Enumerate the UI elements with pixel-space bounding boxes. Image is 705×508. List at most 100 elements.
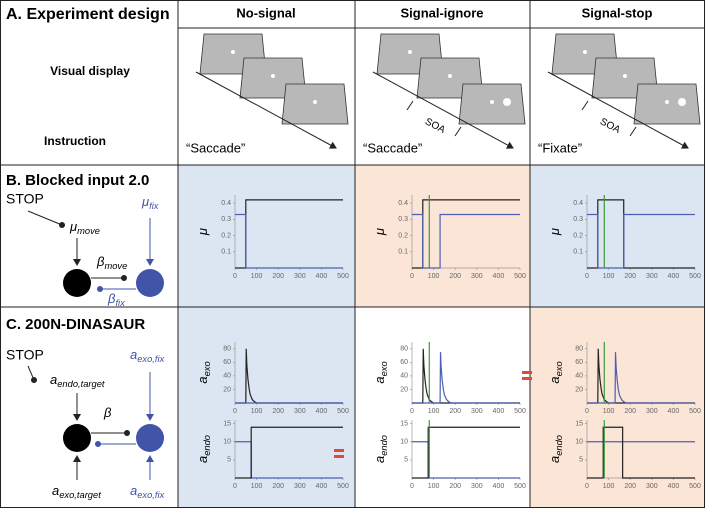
label-base: a	[372, 456, 387, 463]
y-tick-label: 20	[400, 386, 408, 393]
y-tick-label: 0.4	[573, 200, 583, 207]
x-tick-label: 300	[646, 408, 658, 415]
x-tick-label: 500	[689, 483, 701, 490]
y-tick-label: 0.2	[221, 232, 231, 239]
series-line	[235, 348, 343, 404]
y-axis-label: aexo	[547, 361, 564, 383]
beta-move-label: βmove	[96, 254, 127, 271]
y-tick-label: 0.4	[398, 200, 408, 207]
x-tick-label: 300	[646, 273, 658, 280]
stop-label: STOP	[6, 191, 44, 207]
soa-tick	[454, 126, 462, 137]
x-tick-label: 200	[449, 483, 461, 490]
y-tick-label: 10	[575, 439, 583, 446]
x-tick-label: 500	[337, 408, 349, 415]
label-base: μ	[195, 228, 210, 236]
y-tick-label: 80	[400, 346, 408, 353]
x-tick-label: 100	[251, 483, 263, 490]
bg-orange	[530, 307, 705, 508]
fixation-dot	[583, 50, 587, 54]
y-tick-label: 10	[400, 439, 408, 446]
a-exo-fix-label: aexo,fix	[130, 483, 165, 500]
x-tick-label: 200	[272, 408, 284, 415]
y-axis-label: aexo	[372, 361, 389, 383]
y-tick-label: 0.2	[573, 232, 583, 239]
y-tick-label: 0.1	[573, 249, 583, 256]
label-sub: endo,target	[57, 379, 105, 389]
x-tick-label: 200	[272, 483, 284, 490]
x-tick-label: 300	[646, 483, 658, 490]
fixation-dot	[408, 50, 412, 54]
label-sub: exo	[554, 361, 564, 376]
label-base: β	[107, 291, 116, 306]
x-tick-label: 0	[233, 483, 237, 490]
x-tick-label: 500	[337, 273, 349, 280]
x-tick-label: 0	[233, 273, 237, 280]
y-tick-label: 60	[575, 359, 583, 366]
column-header: Signal-ignore	[400, 5, 483, 20]
y-tick-label: 10	[223, 439, 231, 446]
y-axis-label: aendo	[372, 435, 389, 463]
label-base: a	[130, 347, 137, 362]
x-tick-label: 100	[603, 408, 615, 415]
series-line	[412, 213, 520, 269]
equal-markers	[334, 371, 532, 458]
y-tick-label: 20	[575, 386, 583, 393]
bg-orange	[355, 165, 530, 307]
label-sub: endo	[554, 435, 564, 456]
x-tick-label: 0	[410, 483, 414, 490]
y-tick-label: 40	[575, 373, 583, 380]
series-line	[587, 213, 695, 269]
x-tick-label: 100	[251, 408, 263, 415]
bg-blue	[530, 165, 705, 307]
y-tick-label: 0.1	[398, 249, 408, 256]
label-sub: fix	[149, 201, 159, 211]
column-header: No-signal	[236, 5, 295, 20]
label-sub: endo	[202, 435, 212, 456]
label-sub: move	[104, 261, 127, 271]
label-sub: exo,fix	[137, 354, 164, 364]
series-line	[235, 426, 343, 479]
y-tick-label: 80	[575, 346, 583, 353]
x-tick-label: 500	[337, 483, 349, 490]
beta-fix-label: βfix	[107, 291, 125, 308]
y-tick-label: 0.4	[221, 200, 231, 207]
mu-move-label: μmove	[69, 219, 100, 236]
fixation-dot	[490, 100, 494, 104]
y-tick-label: 0.1	[221, 249, 231, 256]
fixation-dot	[448, 74, 452, 78]
x-tick-label: 0	[410, 273, 414, 280]
time-arrow	[195, 71, 337, 149]
y-tick-label: 15	[223, 420, 231, 427]
x-tick-label: 0	[233, 408, 237, 415]
x-tick-label: 500	[514, 408, 526, 415]
x-tick-label: 400	[316, 483, 328, 490]
beta-label: β	[103, 405, 112, 420]
y-tick-label: 0.3	[398, 216, 408, 223]
x-tick-label: 0	[410, 408, 414, 415]
diagram-b: STOP μmove βmove μfix βfix	[6, 191, 164, 308]
label-base: a	[130, 483, 137, 498]
row-label: Instruction	[44, 134, 106, 148]
series-line	[412, 352, 520, 404]
y-axis-label: aendo	[547, 435, 564, 463]
x-tick-label: 400	[316, 408, 328, 415]
y-tick-label: 15	[575, 420, 583, 427]
x-tick-label: 300	[294, 483, 306, 490]
x-tick-label: 500	[514, 273, 526, 280]
series-line	[412, 426, 520, 479]
diagram-c: STOP aendo,target β aexo,fix aexo,fix ae…	[6, 347, 165, 501]
label-base: μ	[141, 194, 149, 209]
panel-title: C. 200N-DINASAUR	[6, 316, 145, 333]
a-endo-target-label: aendo,target	[50, 372, 105, 389]
x-tick-label: 400	[493, 273, 505, 280]
series-line	[587, 426, 695, 479]
label-base: a	[50, 372, 57, 387]
y-axis-label: aexo	[195, 361, 212, 383]
label-base: a	[547, 376, 562, 383]
x-tick-label: 100	[603, 483, 615, 490]
y-tick-label: 60	[223, 359, 231, 366]
x-tick-label: 200	[449, 408, 461, 415]
fixation-dot	[271, 74, 275, 78]
x-tick-label: 100	[603, 273, 615, 280]
